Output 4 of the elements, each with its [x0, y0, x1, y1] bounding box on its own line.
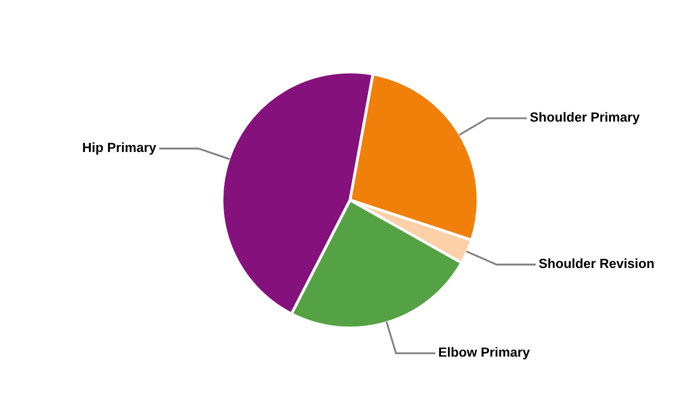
slice-label: Shoulder Revision [539, 258, 654, 268]
slice-label: Hip Primary [83, 142, 156, 155]
slice-label: Shoulder Primary [530, 112, 640, 124]
slice-label: Elbow Primary [439, 347, 530, 360]
